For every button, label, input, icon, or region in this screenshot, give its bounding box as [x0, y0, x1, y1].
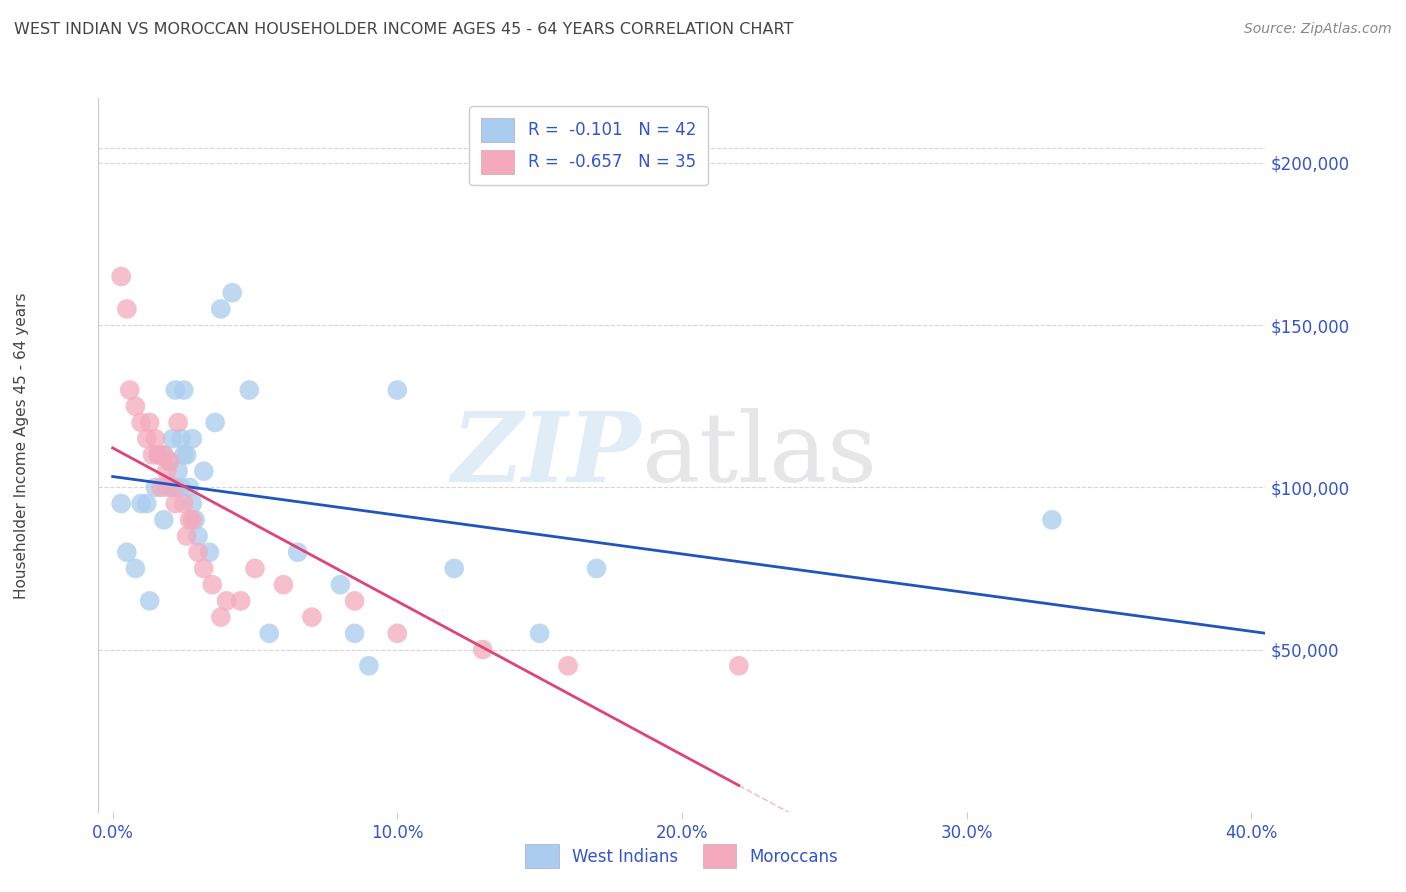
Point: [238, 383, 260, 397]
Point: [156, 464, 179, 478]
Point: [257, 626, 280, 640]
Point: [170, 432, 193, 446]
Point: [209, 610, 232, 624]
Point: [181, 513, 204, 527]
Point: [215, 594, 238, 608]
Point: [1040, 513, 1063, 527]
Point: [343, 594, 366, 608]
Point: [187, 529, 209, 543]
Point: [135, 432, 157, 446]
Point: [176, 448, 198, 462]
Point: [181, 497, 204, 511]
Point: [179, 513, 201, 527]
Point: [124, 399, 146, 413]
Text: Source: ZipAtlas.com: Source: ZipAtlas.com: [1244, 22, 1392, 37]
Point: [153, 448, 176, 462]
Point: [148, 448, 170, 462]
Point: [179, 480, 201, 494]
Point: [176, 529, 198, 543]
Point: [243, 561, 266, 575]
Point: [129, 416, 152, 430]
Point: [165, 480, 187, 494]
Point: [167, 464, 190, 478]
Point: [150, 480, 173, 494]
Point: [115, 301, 138, 316]
Point: [357, 658, 380, 673]
Point: [162, 432, 184, 446]
Text: WEST INDIAN VS MOROCCAN HOUSEHOLDER INCOME AGES 45 - 64 YEARS CORRELATION CHART: WEST INDIAN VS MOROCCAN HOUSEHOLDER INCO…: [14, 22, 793, 37]
Point: [387, 383, 409, 397]
Point: [143, 432, 166, 446]
Point: [118, 383, 141, 397]
Point: [529, 626, 551, 640]
Point: [193, 561, 215, 575]
Point: [204, 416, 226, 430]
Point: [110, 269, 132, 284]
Point: [153, 448, 176, 462]
Point: [273, 577, 295, 591]
Point: [187, 545, 209, 559]
Point: [193, 464, 215, 478]
Point: [585, 561, 607, 575]
Text: atlas: atlas: [641, 408, 877, 502]
Point: [167, 416, 190, 430]
Point: [557, 658, 579, 673]
Point: [135, 497, 157, 511]
Point: [159, 454, 181, 468]
Point: [143, 480, 166, 494]
Point: [124, 561, 146, 575]
Point: [110, 497, 132, 511]
Point: [229, 594, 252, 608]
Point: [156, 480, 179, 494]
Point: [138, 416, 160, 430]
Text: ZIP: ZIP: [451, 408, 641, 502]
Point: [173, 383, 195, 397]
Point: [153, 513, 176, 527]
Point: [343, 626, 366, 640]
Point: [148, 448, 170, 462]
Text: Householder Income Ages 45 - 64 years: Householder Income Ages 45 - 64 years: [14, 293, 28, 599]
Point: [184, 513, 207, 527]
Point: [387, 626, 409, 640]
Point: [727, 658, 749, 673]
Point: [287, 545, 309, 559]
Point: [159, 454, 181, 468]
Point: [329, 577, 352, 591]
Legend: West Indians, Moroccans: West Indians, Moroccans: [519, 838, 845, 875]
Point: [221, 285, 243, 300]
Point: [201, 577, 224, 591]
Point: [198, 545, 221, 559]
Point: [165, 497, 187, 511]
Point: [162, 480, 184, 494]
Point: [138, 594, 160, 608]
Point: [209, 301, 232, 316]
Point: [181, 432, 204, 446]
Point: [141, 448, 163, 462]
Point: [170, 480, 193, 494]
Point: [301, 610, 323, 624]
Point: [173, 497, 195, 511]
Point: [471, 642, 494, 657]
Point: [129, 497, 152, 511]
Point: [165, 383, 187, 397]
Point: [115, 545, 138, 559]
Point: [443, 561, 465, 575]
Point: [173, 448, 195, 462]
